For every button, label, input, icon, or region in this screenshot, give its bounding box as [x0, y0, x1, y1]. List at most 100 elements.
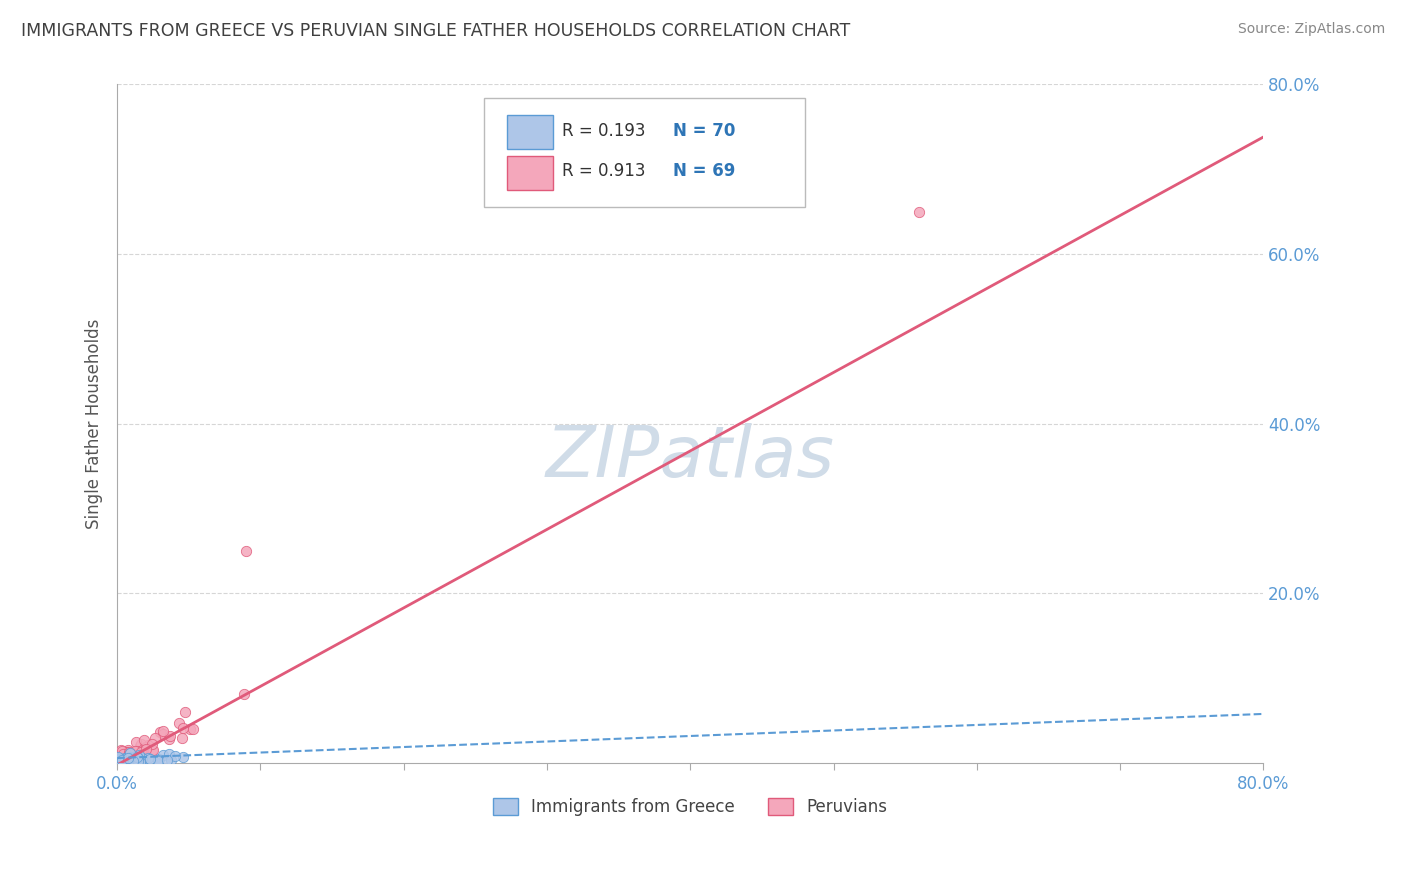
Point [112, 752, 135, 766]
Text: R = 0.193: R = 0.193 [562, 121, 645, 139]
Point [107, 756, 129, 771]
Point [117, 743, 139, 757]
Point [108, 756, 131, 771]
Point [110, 755, 132, 769]
Point [152, 748, 174, 763]
Point [121, 754, 143, 768]
Point [157, 747, 180, 761]
Point [159, 753, 181, 767]
Point [110, 751, 132, 765]
Point [146, 754, 169, 768]
Point [114, 753, 136, 767]
Point [110, 756, 132, 770]
Point [107, 751, 129, 765]
Point [107, 755, 129, 769]
Point [112, 754, 135, 768]
Point [117, 754, 139, 768]
Point [107, 756, 129, 771]
Point [118, 745, 141, 759]
Y-axis label: Single Father Households: Single Father Households [86, 318, 103, 529]
Point [107, 752, 129, 766]
Point [125, 750, 148, 764]
Point [114, 745, 136, 759]
Point [129, 749, 152, 764]
Point [127, 751, 149, 765]
Point [131, 737, 153, 751]
Point [108, 754, 131, 768]
Point [118, 746, 141, 760]
Point [124, 753, 146, 767]
Point [124, 744, 146, 758]
Text: IMMIGRANTS FROM GREECE VS PERUVIAN SINGLE FATHER HOUSEHOLDS CORRELATION CHART: IMMIGRANTS FROM GREECE VS PERUVIAN SINGL… [21, 22, 851, 40]
Point [159, 729, 181, 743]
Point [110, 756, 132, 771]
Point [111, 744, 134, 758]
Point [125, 756, 148, 771]
Point [114, 754, 136, 768]
Point [120, 750, 142, 764]
Point [108, 751, 131, 765]
Point [131, 750, 153, 764]
Point [122, 746, 145, 760]
Point [107, 753, 129, 767]
Legend: Immigrants from Greece, Peruvians: Immigrants from Greece, Peruvians [486, 791, 894, 822]
Point [173, 705, 195, 719]
Point [134, 754, 156, 768]
Point [114, 751, 136, 765]
Text: N = 70: N = 70 [673, 121, 735, 139]
Point [114, 756, 136, 770]
Point [163, 748, 186, 763]
Point [107, 751, 129, 765]
Point [117, 752, 139, 766]
Point [107, 756, 129, 771]
Point [117, 753, 139, 767]
Text: Source: ZipAtlas.com: Source: ZipAtlas.com [1237, 22, 1385, 37]
Point [114, 751, 136, 765]
Point [129, 755, 152, 769]
Point [118, 746, 141, 760]
Point [117, 754, 139, 768]
Point [112, 752, 135, 766]
Point [111, 747, 134, 762]
Point [135, 742, 157, 756]
Point [129, 739, 152, 753]
Point [114, 749, 136, 764]
Point [115, 754, 138, 768]
Point [143, 731, 166, 746]
Point [118, 755, 141, 769]
Point [114, 755, 136, 769]
Point [179, 722, 201, 736]
Point [141, 743, 163, 757]
Point [118, 756, 141, 771]
Point [149, 724, 172, 739]
Point [117, 751, 139, 765]
Point [118, 751, 141, 765]
Point [181, 722, 204, 736]
Point [132, 755, 155, 769]
Point [235, 544, 257, 558]
Point [111, 755, 134, 769]
Point [138, 751, 160, 765]
Point [121, 753, 143, 767]
Point [115, 756, 138, 770]
Text: ZIPatlas: ZIPatlas [546, 423, 835, 492]
Text: R = 0.913: R = 0.913 [562, 162, 645, 180]
Point [125, 744, 148, 758]
Point [111, 756, 134, 770]
Point [232, 687, 254, 701]
Point [142, 743, 165, 757]
Point [117, 751, 139, 765]
Point [115, 755, 138, 769]
Point [129, 745, 152, 759]
Point [111, 751, 134, 765]
Point [135, 740, 157, 755]
Point [108, 755, 131, 769]
Point [138, 752, 160, 766]
Point [141, 737, 163, 751]
Point [120, 754, 142, 768]
Point [107, 750, 129, 764]
Point [172, 721, 194, 735]
Point [125, 755, 148, 769]
Point [112, 755, 135, 769]
Point [169, 716, 191, 731]
